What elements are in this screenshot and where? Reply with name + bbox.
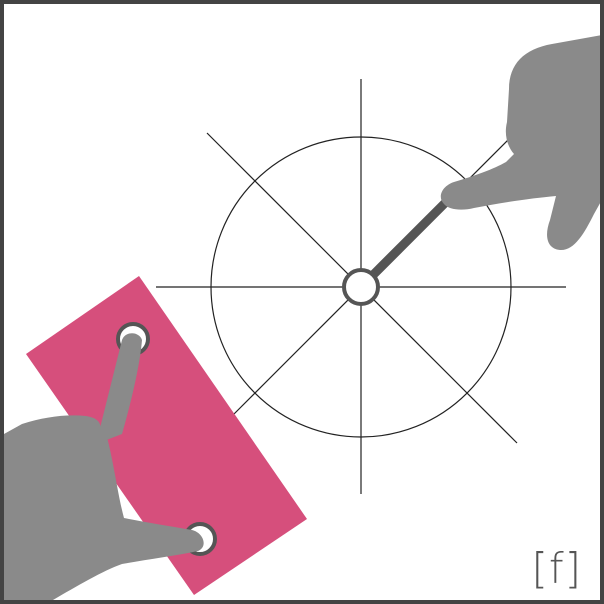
pink-card[interactable] [26,276,307,595]
brand-logo: [f] [531,544,582,593]
pointing-hand-icon [440,35,600,251]
dial-handle-arm[interactable] [356,195,453,292]
gesture-diagram [4,35,600,600]
dial-center-knob[interactable] [342,268,380,306]
pinch-hand-icon [4,333,204,600]
